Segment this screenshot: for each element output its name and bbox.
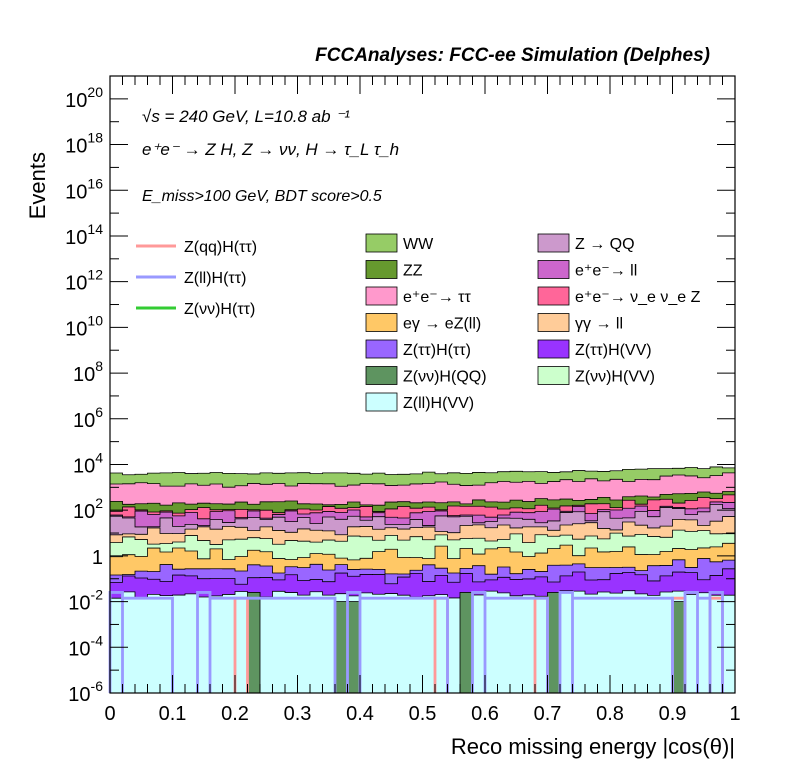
legend-swatch <box>365 366 398 385</box>
hqq-bin-5 <box>672 601 686 694</box>
x-tick-label: 0.8 <box>596 703 624 725</box>
legend-swatch <box>537 286 570 306</box>
hqq-bin-1 <box>334 601 348 694</box>
legend-item-Z_QQ: Z → QQ <box>537 233 635 253</box>
legend-swatch <box>537 366 570 385</box>
legend-swatch <box>365 339 398 359</box>
y-tick-label: 104 <box>73 449 103 477</box>
legend-label: Z(νν)H(ττ) <box>184 301 255 318</box>
y-tick-label: 1 <box>92 547 103 569</box>
legend-item-ee_nuenue_Z: e⁺e⁻→ ν_e ν_e Z <box>537 286 701 306</box>
legend-swatch <box>365 260 398 279</box>
hqq-bin-4 <box>547 592 561 694</box>
legend-swatch <box>537 313 570 332</box>
legend-item-Ztautau_HVV: Z(ττ)H(VV) <box>537 339 652 359</box>
y-tick-label: 1014 <box>65 221 103 249</box>
legend-label: Z(ll)H(ττ) <box>184 270 246 287</box>
x-tick-label: 0.9 <box>659 703 687 725</box>
legend-swatch <box>537 339 570 359</box>
y-axis-label: Events <box>25 152 50 219</box>
legend-item-Ztautau_Htautau: Z(ττ)H(ττ) <box>365 339 471 359</box>
legend-label: WW <box>403 236 434 253</box>
legend-label: γγ → ll <box>575 316 623 333</box>
x-tick-label: 0 <box>104 703 115 725</box>
legend-label: Z(νν)H(QQ) <box>403 369 487 386</box>
y-tick-label: 1016 <box>65 175 103 203</box>
hqq-bin-0 <box>247 592 261 694</box>
x-tick-label: 1 <box>729 703 740 725</box>
y-tick-label: 1018 <box>65 130 103 158</box>
legend-swatch <box>365 392 398 412</box>
hqq-bin-3 <box>459 592 473 694</box>
y-tick-label: 108 <box>73 358 103 386</box>
line-series-Zll_Htautau_line <box>108 591 724 693</box>
legend-label: Z(ττ)H(ττ) <box>403 342 471 359</box>
legend-label: Z → QQ <box>575 236 635 253</box>
x-tick-label: 0.4 <box>346 703 374 725</box>
legend-item-Znunu_Htautau_line: Z(νν)H(ττ) <box>136 301 255 318</box>
line-path-Zll_Htautau_line <box>108 591 724 693</box>
legend-item-ZZ: ZZ <box>365 260 423 280</box>
legend-item-ee_tautau: e⁺e⁻→ ττ <box>365 286 471 306</box>
legend-label: Z(qq)H(ττ) <box>184 239 257 256</box>
x-axis: 0 0.1 0.2 0.3 0.4 0.5 0.6 0.7 0.8 0.9 1 <box>104 76 741 725</box>
legend-label: ZZ <box>403 263 423 280</box>
legend-item-egamma_eZll: eγ → eZ(ll) <box>365 313 481 333</box>
legend-item-Zqq_Htautau_line: Z(qq)H(ττ) <box>136 239 257 256</box>
y-tick-label: 10-4 <box>68 632 103 660</box>
y-tick-label: 102 <box>73 495 103 523</box>
legend-swatch <box>537 260 570 279</box>
legend-item-Znunu_HQQ: Z(νν)H(QQ) <box>365 366 487 386</box>
legend-label: Z(νν)H(VV) <box>575 369 655 386</box>
x-tick-label: 0.5 <box>409 703 437 725</box>
plot-area <box>108 466 736 694</box>
energy-annotation: √s = 240 GeV, L=10.8 ab ⁻¹ <box>142 107 350 126</box>
x-tick-label: 0.1 <box>159 703 187 725</box>
legend-item-gammagamma_ll: γγ → ll <box>537 313 623 333</box>
legend-item-Zll_Htautau_line: Z(ll)H(ττ) <box>136 270 246 287</box>
legend-item-ee_ll: e⁺e⁻→ ll <box>537 260 637 280</box>
legend-label: e⁺e⁻→ ττ <box>403 289 471 306</box>
legend-swatch <box>365 313 398 332</box>
cut-annotation: E_miss>100 GeV, BDT score>0.5 <box>142 188 382 205</box>
y-tick-label: 10-2 <box>68 587 103 615</box>
y-tick-label: 1012 <box>65 267 103 295</box>
x-tick-label: 0.2 <box>221 703 249 725</box>
legend-label: Z(ττ)H(VV) <box>575 342 652 359</box>
y-tick-label: 1010 <box>65 312 103 340</box>
x-tick-label: 0.3 <box>284 703 312 725</box>
y-axis: 10-6 10-4 10-2 1 102 104 106 108 1010 1012 1014 101… <box>65 75 735 706</box>
y-tick-label: 1020 <box>65 84 103 112</box>
legend-item-Znunu_HVV: Z(νν)H(VV) <box>537 366 655 386</box>
legend-label: Z(ll)H(VV) <box>403 395 474 412</box>
legend-swatch <box>365 286 398 306</box>
process-annotation: e⁺e⁻ → Z H, Z → νν, H → τ_L τ_h <box>142 140 399 159</box>
hqq-bin-2 <box>347 601 361 694</box>
x-tick-label: 0.7 <box>534 703 562 725</box>
legend-item-Zll_HVV: Z(ll)H(VV) <box>365 392 474 412</box>
y-tick-label: 106 <box>73 404 103 432</box>
legend-swatch <box>537 233 570 253</box>
y-tick-label: 10-6 <box>68 678 103 706</box>
legend: Z(qq)H(ττ) Z(ll)H(ττ) Z(νν)H(ττ) WW ZZ e⁺e⁻→ … <box>136 233 701 412</box>
legend-label: e⁺e⁻→ ν_e ν_e Z <box>575 289 701 306</box>
legend-label: e⁺e⁻→ ll <box>575 263 637 280</box>
legend-item-WW: WW <box>365 233 434 253</box>
chart-title: FCCAnalyses: FCC-ee Simulation (Delphes) <box>315 45 710 66</box>
x-tick-label: 0.6 <box>471 703 499 725</box>
legend-label: eγ → eZ(ll) <box>403 316 481 333</box>
x-axis-label: Reco missing energy |cos(θ)| <box>451 734 735 759</box>
legend-swatch <box>365 233 398 253</box>
